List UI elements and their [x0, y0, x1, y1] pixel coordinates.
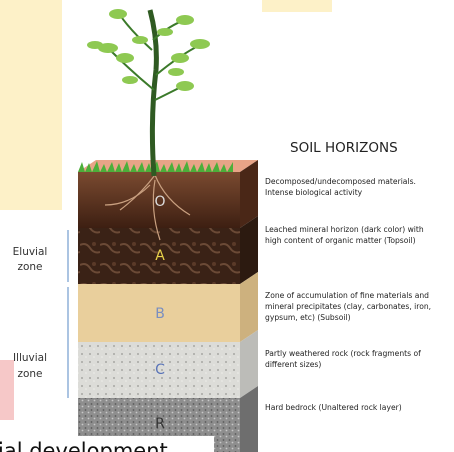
soil-diagram: O A B C R Eluvial zone Illuvial zone SOI… — [0, 0, 454, 452]
zone-label: Eluvial — [13, 246, 48, 258]
layer-description: mineral precipitates (clay, carbonates, … — [265, 302, 431, 311]
layer-description: Hard bedrock (Unaltered rock layer) — [265, 403, 402, 412]
layer-description: different sizes) — [265, 360, 321, 369]
soil-block — [78, 160, 258, 452]
layer-letter: A — [155, 248, 165, 264]
footer-text: ial development — [0, 439, 168, 452]
layer-letter: R — [155, 416, 165, 432]
layer-letter: O — [154, 194, 165, 210]
plant — [87, 9, 210, 176]
zone-label: zone — [17, 368, 42, 380]
title: SOIL HORIZONS — [290, 140, 398, 156]
layer-letter: B — [155, 306, 165, 322]
descriptions: Decomposed/undecomposed materials. Intens… — [265, 177, 431, 412]
layer-description: Decomposed/undecomposed materials. — [265, 177, 416, 186]
layer-description: Intense biological activity — [265, 188, 363, 197]
layer-description: gypsum, etc) (Subsoil) — [265, 313, 351, 322]
layer-description: high content of organic matter (Topsoil) — [265, 236, 416, 245]
zone-label: zone — [17, 261, 42, 273]
zone-label: Illuvial — [13, 352, 47, 364]
zones: Eluvial zone Illuvial zone — [13, 230, 68, 398]
layer-description: Partly weathered rock (rock fragments of — [265, 349, 421, 358]
layer-description: Leached mineral horizon (dark color) wit… — [265, 225, 424, 234]
layer-letter: C — [155, 362, 165, 378]
layer-description: Zone of accumulation of fine materials a… — [265, 291, 429, 300]
